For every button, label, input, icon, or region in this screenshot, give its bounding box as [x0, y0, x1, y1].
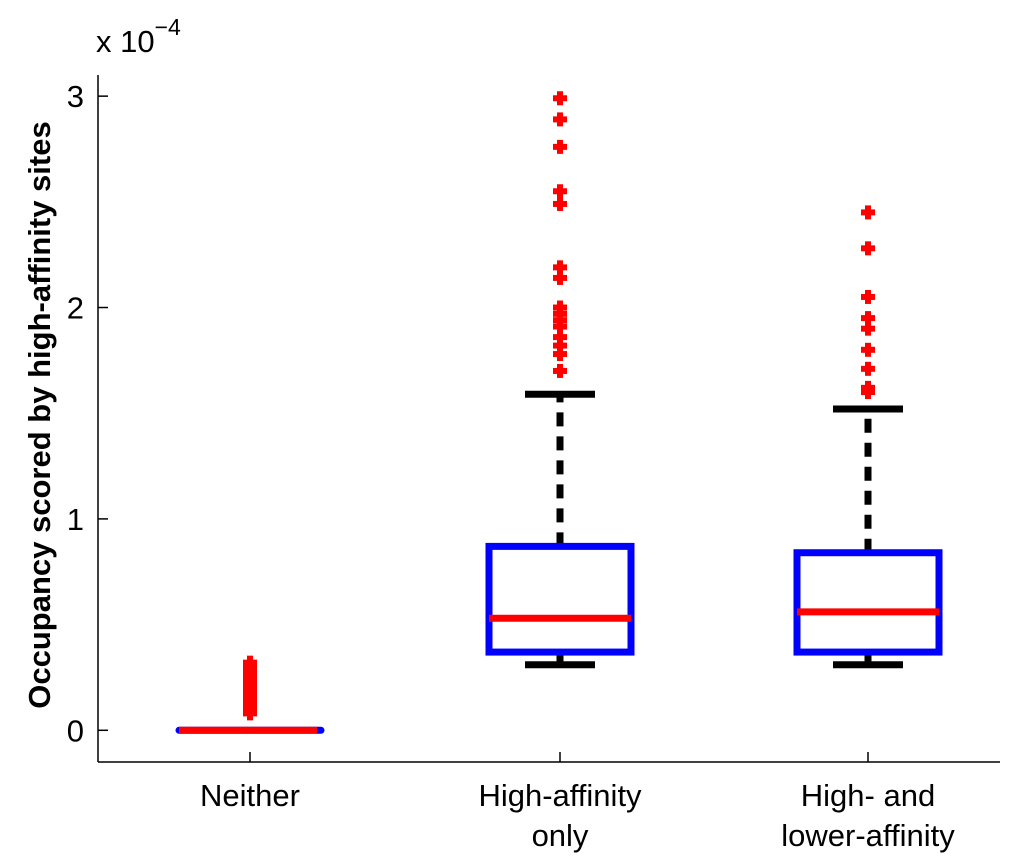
- outlier-point: [553, 363, 567, 378]
- x-category-label: Neither: [200, 778, 300, 813]
- y-multiplier-base: x 10: [96, 24, 155, 59]
- y-ticks: 0 1 2 3: [67, 79, 108, 748]
- outlier-point: [553, 260, 567, 275]
- x-category-labels: Neither High-affinity only High- and lower-a…: [200, 752, 955, 853]
- box-iqr: [485, 542, 635, 656]
- y-axis-label: Occupancy scored by high-affinity sites: [22, 121, 57, 708]
- outlier-point: [861, 380, 875, 395]
- outlier-point: [861, 342, 875, 357]
- outlier-point: [861, 205, 875, 220]
- x-category-label: only: [532, 818, 589, 853]
- outlier-point: [861, 241, 875, 256]
- box-iqr: [793, 549, 943, 656]
- y-tick-label: 1: [67, 502, 84, 537]
- outlier-point: [861, 361, 875, 376]
- outlier-point: [553, 196, 567, 211]
- outlier-point: [243, 655, 257, 670]
- x-category-label: High- and: [801, 778, 935, 813]
- x-category-label: High-affinity: [478, 778, 642, 813]
- y-tick-label: 0: [67, 713, 84, 748]
- y-multiplier-label: x 10−4: [96, 14, 181, 59]
- box-group: [175, 655, 325, 734]
- outlier-point: [861, 311, 875, 326]
- box-group: [485, 91, 635, 669]
- outlier-point: [553, 91, 567, 106]
- boxes: [175, 91, 943, 734]
- outlier-point: [553, 300, 567, 315]
- y-multiplier-exponent: −4: [155, 14, 181, 40]
- box-group: [793, 205, 943, 669]
- outlier-point: [553, 139, 567, 154]
- y-tick-label: 3: [67, 79, 84, 114]
- x-category-label: lower-affinity: [781, 818, 955, 853]
- outlier-point: [553, 184, 567, 199]
- axes: [97, 75, 1000, 763]
- outlier-point: [553, 112, 567, 127]
- outlier-point: [861, 289, 875, 304]
- y-tick-label: 2: [67, 291, 84, 326]
